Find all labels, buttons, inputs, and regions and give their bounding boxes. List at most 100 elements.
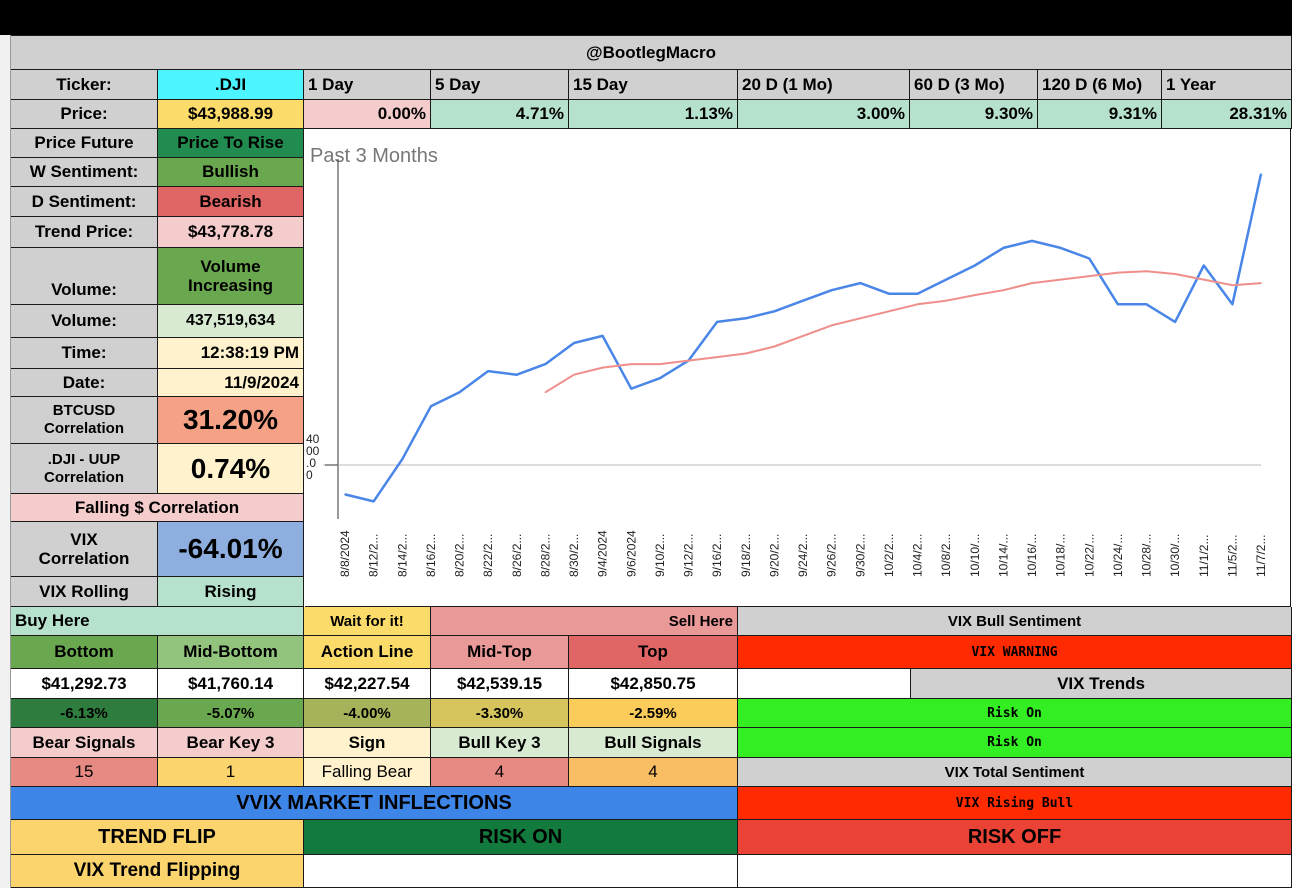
risk-on[interactable]: RISK ON [304,820,738,855]
change-15-day[interactable]: 1.13% [569,100,738,129]
wait-label[interactable]: Wait for it! [304,607,431,636]
level-value-mid-top[interactable]: $42,539.15 [431,669,569,699]
price-value[interactable]: $43,988.99 [158,100,304,129]
trend-flip[interactable]: TREND FLIP [11,820,304,855]
chart-point-trend [888,310,890,313]
signal-header-bull-key-3[interactable]: Bull Key 3 [431,728,569,758]
change-120-day[interactable]: 9.31% [1038,100,1162,129]
buy-here-label[interactable]: Buy Here [11,607,304,636]
level-value-mid-bottom[interactable]: $41,760.14 [158,669,304,699]
vix-rolling-label[interactable]: VIX Rolling [11,577,158,607]
period-5-day[interactable]: 5 Day [431,70,569,100]
vix-warning[interactable]: VIX WARNING [738,636,1292,669]
chart-x-tick-label: 8/26/2... [510,534,524,577]
period-1-year[interactable]: 1 Year [1162,70,1292,100]
signal-value-bear-key-3[interactable]: 1 [158,758,304,787]
w-sentiment-value[interactable]: Bullish [158,158,304,187]
vix-total-sentiment-value[interactable]: VIX Rising Bull [738,787,1292,820]
period-15-day[interactable]: 15 Day [569,70,738,100]
vix-trend-status[interactable]: VIX Trend Flipping [11,855,304,888]
status-blank-middle[interactable] [304,855,738,888]
signal-value-sign[interactable]: Falling Bear [304,758,431,787]
level-header-mid-bottom[interactable]: Mid-Bottom [158,636,304,669]
volume-trend-value[interactable]: Volume Increasing [158,248,304,305]
signal-header-bear-signals[interactable]: Bear Signals [11,728,158,758]
period-120-day[interactable]: 120 D (6 Mo) [1038,70,1162,100]
chart-x-tick-label: 10/10/... [968,534,982,577]
level-pct-top[interactable]: -2.59% [569,699,738,728]
level-pct-bottom[interactable]: -6.13% [11,699,158,728]
period-20-day[interactable]: 20 D (1 Mo) [738,70,910,100]
vix-trend-2[interactable]: Risk On [738,728,1292,758]
level-value-top[interactable]: $42,850.75 [569,669,738,699]
change-5-day[interactable]: 4.71% [431,100,569,129]
date-label[interactable]: Date: [11,369,158,397]
period-60-day[interactable]: 60 D (3 Mo) [910,70,1038,100]
ticker-value[interactable]: .DJI [158,70,304,100]
change-1-day[interactable]: 0.00% [304,100,431,129]
change-20-day[interactable]: 3.00% [738,100,910,129]
btc-corr-label[interactable]: BTCUSD Correlation [11,397,158,444]
change-1-year[interactable]: 28.31% [1162,100,1292,129]
d-sentiment-label[interactable]: D Sentiment: [11,187,158,217]
volume-trend-label[interactable]: Volume: [11,248,158,305]
vix-trends-label[interactable]: VIX Trends [911,669,1292,699]
level-header-action-line[interactable]: Action Line [304,636,431,669]
level-header-bottom[interactable]: Bottom [11,636,158,669]
level-header-top[interactable]: Top [569,636,738,669]
btc-corr-value[interactable]: 31.20% [158,397,304,444]
time-value[interactable]: 12:38:19 PM [158,338,304,369]
w-sentiment-label[interactable]: W Sentiment: [11,158,158,187]
price-label[interactable]: Price: [11,100,158,129]
vix-total-sentiment-label[interactable]: VIX Total Sentiment [738,758,1292,787]
vix-corr-label[interactable]: VIX Correlation [11,522,158,577]
risk-off[interactable]: RISK OFF [738,820,1292,855]
change-60-day[interactable]: 9.30% [910,100,1038,129]
uup-corr-value[interactable]: 0.74% [158,444,304,494]
signal-header-bear-key-3[interactable]: Bear Key 3 [158,728,304,758]
level-pct-action-line[interactable]: -4.00% [304,699,431,728]
vix-bull-sentiment-label[interactable]: VIX Bull Sentiment [738,607,1292,636]
signal-value-bull-signals[interactable]: 4 [569,758,738,787]
price-chart[interactable]: Past 3 Months 40 00.0 0 8/8/2024 8/12/2... 8/1… [305,129,1291,607]
vix-corr-label-line1: VIX [70,530,98,549]
vix-corr-value[interactable]: -64.01% [158,522,304,577]
vvix-title[interactable]: VVIX MARKET INFLECTIONS [11,787,738,820]
chart-x-tick-label: 10/28/... [1140,534,1154,577]
signal-header-bull-signals[interactable]: Bull Signals [569,728,738,758]
signal-header-sign[interactable]: Sign [304,728,431,758]
vix-rolling-value[interactable]: Rising [158,577,304,607]
chart-x-tick-label: 8/28/2... [538,534,552,577]
level-pct-mid-top[interactable]: -3.30% [431,699,569,728]
chart-x-tick-label: 9/20/2... [767,534,781,577]
trend-price-label[interactable]: Trend Price: [11,217,158,248]
price-future-label[interactable]: Price Future [11,129,158,158]
level-pct-mid-bottom[interactable]: -5.07% [158,699,304,728]
period-1-day[interactable]: 1 Day [304,70,431,100]
level-value-action-line[interactable]: $42,227.54 [304,669,431,699]
header-title[interactable]: @BootlegMacro [11,35,1292,70]
d-sentiment-value[interactable]: Bearish [158,187,304,217]
signal-value-bear-signals[interactable]: 15 [11,758,158,787]
status-blank-right[interactable] [738,855,1292,888]
chart-point-price [945,278,947,281]
vix-trend-1[interactable]: Risk On [738,699,1292,728]
ticker-label[interactable]: Ticker: [11,70,158,100]
time-label[interactable]: Time: [11,338,158,369]
uup-corr-label[interactable]: .DJI - UUP Correlation [11,444,158,494]
volume-value[interactable]: 437,519,634 [158,305,304,338]
level-header-mid-top[interactable]: Mid-Top [431,636,569,669]
sell-here-label[interactable]: Sell Here [431,607,738,636]
vix-blank-cell[interactable] [738,669,911,699]
falling-correlation[interactable]: Falling $ Correlation [11,494,304,522]
volume-label[interactable]: Volume: [11,305,158,338]
chart-point-trend [859,317,862,320]
top-black-bar [0,0,1292,35]
level-value-bottom[interactable]: $41,292.73 [11,669,158,699]
chart-x-tick-label: 10/22/... [1082,534,1096,577]
signal-value-bull-key-3[interactable]: 4 [431,758,569,787]
chart-x-tick-label: 9/6/2024 [624,530,638,577]
date-value[interactable]: 11/9/2024 [158,369,304,397]
trend-price-value[interactable]: $43,778.78 [158,217,304,248]
price-future-value[interactable]: Price To Rise [158,129,304,158]
